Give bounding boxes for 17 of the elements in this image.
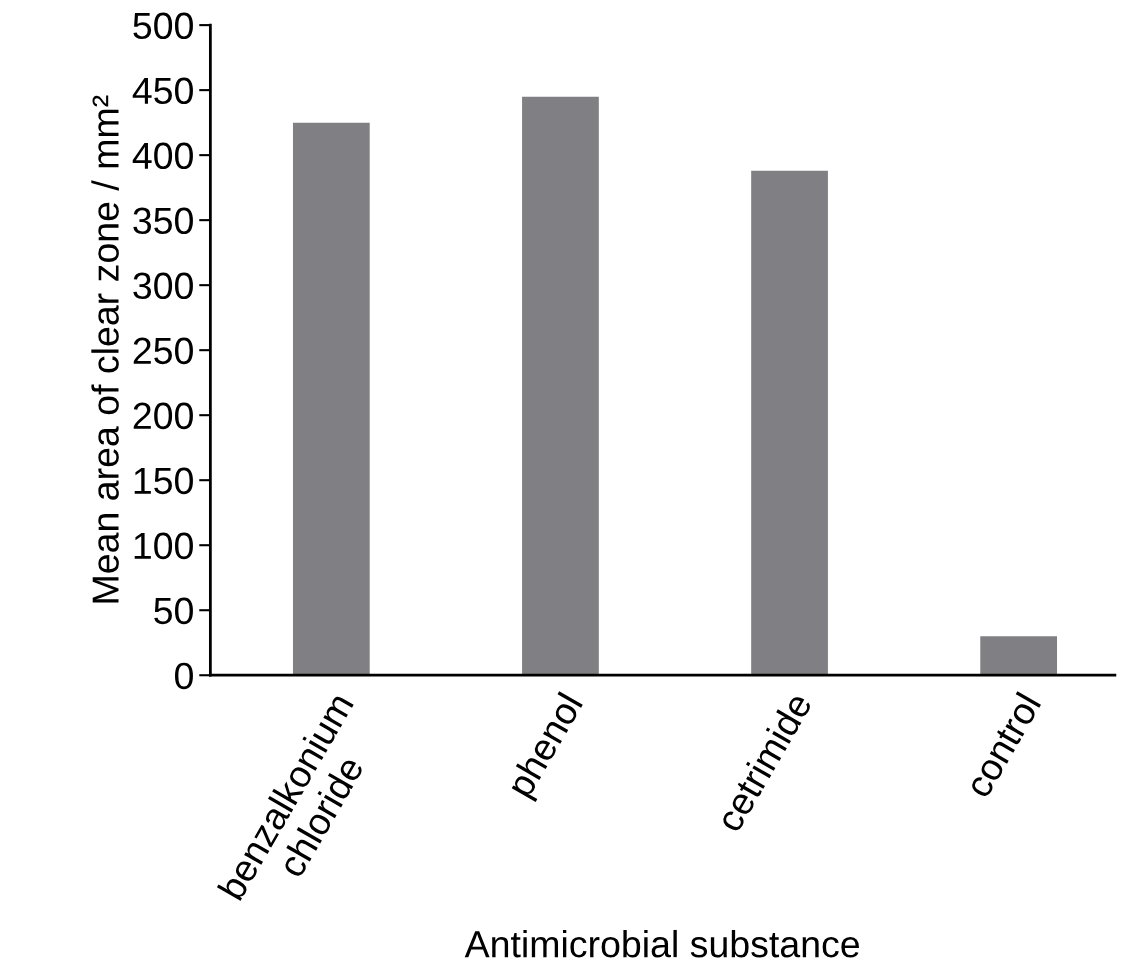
y-tick-label: 450 xyxy=(132,77,193,105)
bar xyxy=(292,122,370,676)
y-tick-label: 400 xyxy=(132,142,193,170)
bar xyxy=(522,96,599,676)
bar xyxy=(751,170,828,676)
y-tick-label: 200 xyxy=(133,402,193,430)
y-axis-title: Mean area of clear zone / mm² xyxy=(91,95,119,603)
y-tick-label: 500 xyxy=(133,12,193,40)
x-axis-title: Antimicrobial substance xyxy=(464,929,859,958)
y-tick-label: 150 xyxy=(134,467,193,495)
y-tick-label: 350 xyxy=(133,207,193,235)
y-tick-label: 250 xyxy=(133,337,193,365)
y-tick-label: 100 xyxy=(134,532,193,560)
bar xyxy=(980,636,1058,676)
y-tick-label: 50 xyxy=(154,597,193,625)
y-tick-label: 0 xyxy=(175,662,193,690)
y-tick-label: 300 xyxy=(133,272,193,300)
